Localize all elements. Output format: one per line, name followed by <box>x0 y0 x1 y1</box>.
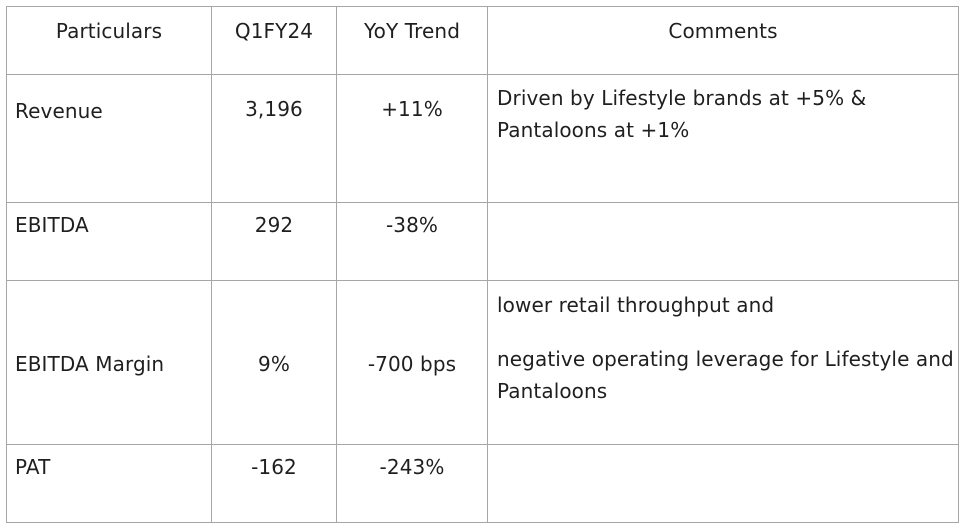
header-comments: Comments <box>487 6 959 75</box>
comment-text: Driven by Lifestyle brands at +5% & Pant… <box>497 86 867 142</box>
cell-q1fy24: 292 <box>211 202 337 281</box>
cell-yoy: +11% <box>336 74 488 203</box>
table-row-revenue: Revenue 3,196 +11% Driven by Lifestyle b… <box>6 74 959 203</box>
cell-yoy: -38% <box>336 202 488 281</box>
cell-particular: EBITDA <box>6 202 212 281</box>
cell-comments: Driven by Lifestyle brands at +5% & Pant… <box>487 74 959 203</box>
comment-text: lower retail throughput and <box>497 293 775 317</box>
cell-yoy: -700 bps <box>336 280 488 445</box>
header-particulars: Particulars <box>6 6 212 75</box>
header-q1fy24: Q1FY24 <box>211 6 337 75</box>
table-row-pat: PAT -162 -243% <box>6 444 959 523</box>
cell-q1fy24: 3,196 <box>211 74 337 203</box>
cell-q1fy24: 9% <box>211 280 337 445</box>
cell-comments <box>487 444 959 523</box>
table-row-ebitda-margin: EBITDA Margin 9% -700 bps lower retail t… <box>6 280 959 445</box>
cell-q1fy24: -162 <box>211 444 337 523</box>
cell-particular: PAT <box>6 444 212 523</box>
table-row-ebitda: EBITDA 292 -38% <box>6 202 959 281</box>
cell-comments <box>487 202 959 281</box>
comment-text: negative operating leverage for Lifestyl… <box>497 347 954 403</box>
table-header-row: Particulars Q1FY24 YoY Trend Comments <box>6 6 959 75</box>
cell-particular: EBITDA Margin <box>6 280 212 445</box>
cell-comments: lower retail throughput and negative ope… <box>487 280 959 445</box>
cell-yoy: -243% <box>336 444 488 523</box>
financial-summary-table: Particulars Q1FY24 YoY Trend Comments Re… <box>6 6 959 523</box>
header-yoy-trend: YoY Trend <box>336 6 488 75</box>
cell-particular: Revenue <box>6 74 212 203</box>
